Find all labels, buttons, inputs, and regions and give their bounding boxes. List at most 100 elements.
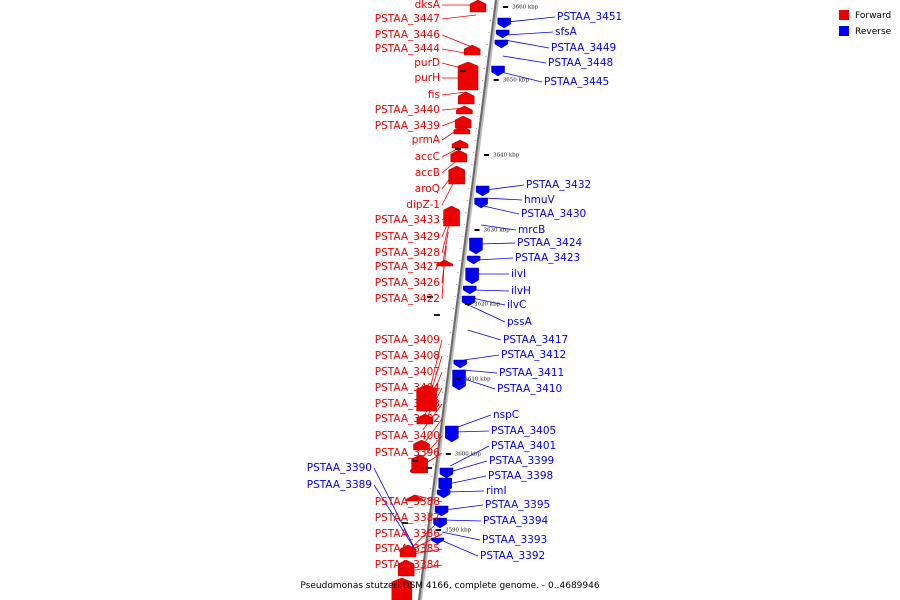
reverse-gene-label[interactable]: PSTAA_3410 [497,383,562,395]
reverse-feature[interactable] [494,39,509,49]
forward-feature[interactable] [453,125,471,135]
reverse-gene-label[interactable]: PSTAA_3399 [489,455,554,467]
forward-gene-label[interactable]: fis [428,89,440,101]
forward-gene-label[interactable]: PSTAA_3426 [375,277,441,289]
reverse-gene-label[interactable]: pssA [507,316,533,328]
forward-gene-label[interactable]: PSTAA_3407 [375,366,440,378]
reverse-gene-label[interactable]: PSTAA_3398 [488,470,553,482]
reverse-gene-label[interactable]: sfsA [555,26,578,38]
forward-gene-label[interactable]: aroQ [415,183,440,195]
forward-gene-label[interactable]: PSTAA_3387 [375,512,440,524]
forward-feature[interactable] [454,115,472,129]
reverse-feature[interactable] [463,285,477,295]
forward-gene-label[interactable]: purD [414,57,440,69]
reverse-gene-label[interactable]: hmuV [524,194,556,206]
forward-gene-label[interactable]: PSTAA_3447 [375,13,440,25]
forward-gene-label[interactable]: accB [415,167,440,179]
reverse-gene-label[interactable]: mrcB [518,224,545,236]
forward-feature[interactable] [413,439,430,451]
forward-gene-label[interactable]: PSTAA_3404 [375,382,441,394]
reverse-feature[interactable] [445,425,459,443]
forward-gene-label[interactable]: PSTAA_3444 [375,43,441,55]
forward-gene-label[interactable]: PSTAA_3428 [375,247,440,259]
forward-gene-label[interactable]: PSTAA_3440 [375,104,440,116]
reverse-gene-label[interactable]: PSTAA_3445 [544,76,609,88]
reverse-feature[interactable] [497,17,511,29]
reverse-feature[interactable] [433,517,447,529]
reverse-feature[interactable] [491,65,505,77]
forward-gene-label[interactable]: PSTAA_3402 [375,413,440,425]
forward-gene-label[interactable]: PSTAA_3386 [375,528,441,540]
reverse-gene-label[interactable]: PSTAA_3394 [483,515,549,527]
reverse-feature[interactable] [436,489,451,499]
reverse-feature[interactable] [495,29,510,39]
forward-feature[interactable] [448,165,465,185]
reverse-feature[interactable] [465,267,479,285]
forward-gene-label[interactable]: PSTAA_3433 [375,214,440,226]
reverse-feature[interactable] [430,537,445,545]
forward-feature[interactable] [463,44,481,56]
forward-gene-label[interactable]: PSTAA_3446 [375,29,441,41]
forward-gene-label[interactable]: PSTAA_3400 [375,430,440,442]
reverse-gene-label[interactable]: PSTAA_3401 [491,440,556,452]
reverse-feature[interactable] [475,185,490,197]
forward-feature[interactable] [456,105,473,115]
forward-gene-label[interactable]: PSTAA_3403 [375,398,440,410]
reverse-gene-label[interactable]: PSTAA_3432 [526,179,591,191]
forward-gene-label[interactable]: PSTAA_3427 [375,261,440,273]
reverse-gene-label[interactable]: PSTAA_3392 [480,550,545,562]
forward-feature[interactable] [457,61,479,91]
forward-feature[interactable] [451,139,469,149]
reverse-feature[interactable] [453,359,468,369]
reverse-gene-label[interactable]: PSTAA_3411 [499,367,564,379]
forward-feature[interactable] [399,544,417,558]
forward-gene-label[interactable]: dipZ-1 [406,199,440,211]
forward-gene-label[interactable]: purH [414,72,440,84]
forward-gene-label[interactable]: prmA [412,134,441,146]
forward-gene-label[interactable]: accC [415,151,440,163]
forward-feature[interactable] [416,384,437,412]
reverse-feature[interactable] [469,237,483,255]
reverse-gene-label[interactable]: PSTAA_3449 [551,42,616,54]
forward-feature[interactable] [443,205,460,227]
reverse-feature[interactable] [434,505,449,517]
reverse-gene-label[interactable]: PSTAA_3448 [548,57,613,69]
forward-gene-label[interactable]: PSTAA_3385 [375,543,440,555]
reverse-gene-label[interactable]: PSTAA_3451 [557,11,622,23]
forward-feature[interactable] [416,413,434,425]
reverse-gene-label[interactable]: PSTAA_3423 [515,252,580,264]
forward-feature[interactable] [450,149,467,163]
forward-feature[interactable] [391,577,413,600]
forward-gene-label[interactable]: PSTAA_3408 [375,350,440,362]
forward-gene-label[interactable]: dksA [415,0,441,11]
forward-gene-label[interactable]: PSTAA_3388 [375,496,440,508]
forward-gene-label[interactable]: PSTAA_3422 [375,293,440,305]
reverse-gene-label[interactable]: nspC [493,409,519,421]
forward-gene-label[interactable]: PSTAA_3396 [375,447,441,459]
reverse-gene-label[interactable]: PSTAA_3430 [521,208,586,220]
forward-feature[interactable] [409,465,427,473]
reverse-feature[interactable] [466,255,481,265]
reverse-gene-label[interactable]: ilvC [507,299,526,311]
reverse-gene-label[interactable]: PSTAA_3417 [503,334,568,346]
forward-gene-label[interactable]: PSTAA_3429 [375,231,440,243]
forward-feature[interactable] [457,91,475,105]
reverse-gene-label[interactable]: PSTAA_3389 [307,479,372,491]
reverse-gene-label[interactable]: PSTAA_3412 [501,349,566,361]
forward-feature[interactable] [397,559,415,577]
forward-feature[interactable] [406,494,423,502]
forward-feature[interactable] [436,259,453,267]
reverse-feature[interactable] [439,467,454,479]
forward-feature[interactable] [469,0,487,13]
reverse-gene-label[interactable]: PSTAA_3424 [517,237,583,249]
reverse-gene-label[interactable]: PSTAA_3390 [307,462,372,474]
reverse-gene-label[interactable]: ilvH [511,285,531,297]
reverse-gene-label[interactable]: PSTAA_3395 [485,499,550,511]
forward-gene-label[interactable]: PSTAA_3439 [375,120,440,132]
reverse-gene-label[interactable]: PSTAA_3393 [482,534,547,546]
forward-gene-label[interactable]: PSTAA_3384 [375,559,441,571]
reverse-gene-label[interactable]: PSTAA_3405 [491,425,556,437]
reverse-feature[interactable] [474,197,488,209]
reverse-gene-label[interactable]: rimI [486,485,507,497]
forward-gene-label[interactable]: PSTAA_3409 [375,334,440,346]
